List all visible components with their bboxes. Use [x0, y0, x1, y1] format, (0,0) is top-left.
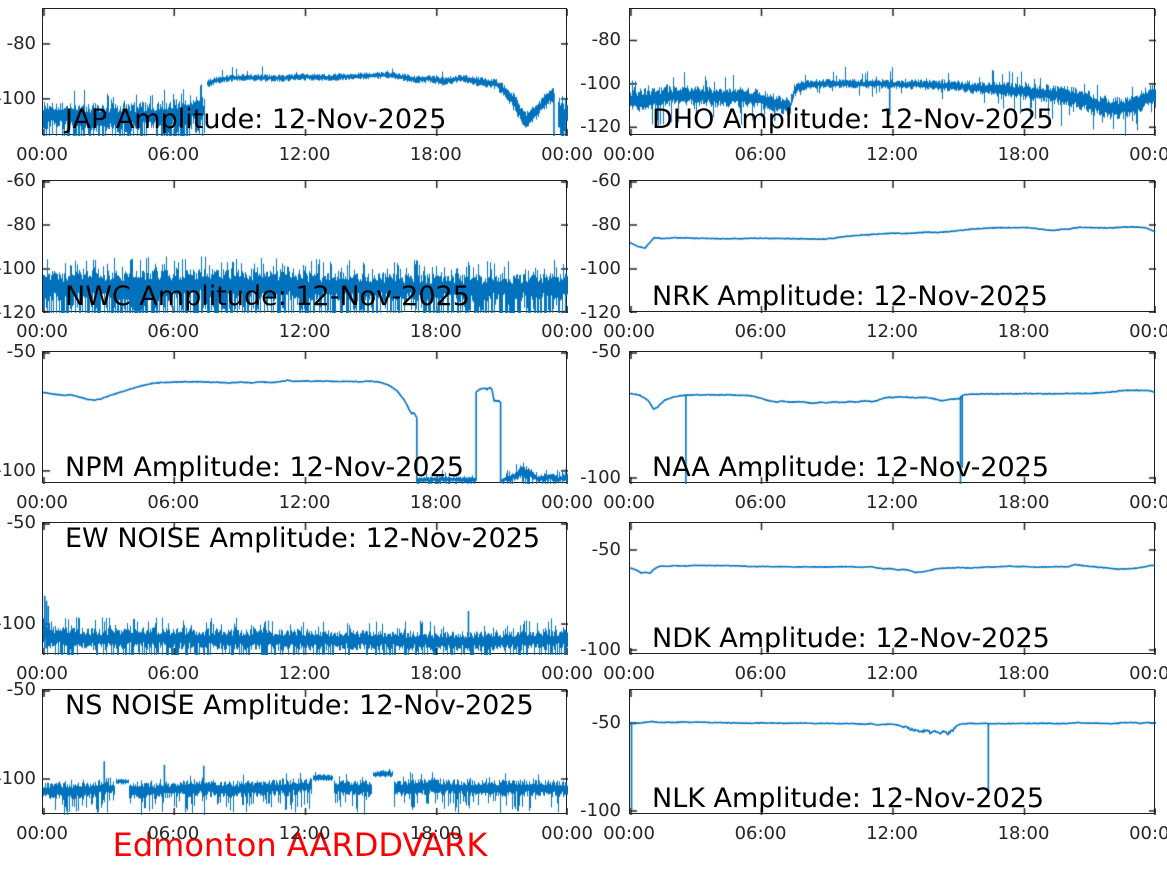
x-tick-label: 00:00	[1129, 321, 1167, 342]
nlk-trace-canvas	[630, 690, 1156, 815]
x-tick-label: 12:00	[278, 321, 331, 342]
x-tick-label: 06:00	[734, 492, 787, 513]
y-tick-label: -50	[6, 341, 36, 362]
y-tick-label: -120	[0, 302, 36, 323]
x-tick-label: 00:00	[541, 321, 593, 342]
subplot-nlk: NLK Amplitude: 12-Nov-2025	[629, 689, 1156, 815]
x-tick-label: 00:00	[541, 492, 593, 513]
npm-trace-canvas	[43, 352, 568, 484]
y-tick-label: -100	[580, 799, 621, 821]
x-tick-label: 00:00	[1129, 144, 1167, 165]
x-tick-label: 06:00	[734, 823, 787, 844]
x-tick-label: 18:00	[409, 492, 462, 513]
x-tick-label: 06:00	[147, 823, 200, 844]
x-tick-label: 12:00	[278, 823, 331, 844]
x-tick-label: 00:00	[16, 144, 68, 165]
y-tick-label: -50	[6, 679, 36, 700]
x-tick-label: 06:00	[147, 144, 200, 165]
y-tick-label: -100	[0, 768, 36, 790]
x-tick-label: 18:00	[409, 321, 462, 342]
y-tick-label: -100	[580, 72, 621, 94]
x-tick-label: 12:00	[278, 492, 331, 513]
naa-trace-canvas	[630, 352, 1156, 484]
x-tick-label: 12:00	[278, 663, 331, 684]
x-tick-label: 06:00	[734, 144, 787, 165]
x-tick-label: 00:00	[603, 663, 655, 684]
x-tick-label: 18:00	[997, 321, 1050, 342]
x-tick-label: 18:00	[409, 823, 462, 844]
y-tick-label: -60	[591, 170, 621, 191]
ndk-trace-canvas	[630, 523, 1156, 655]
x-tick-label: 00:00	[541, 823, 593, 844]
dho-trace-canvas	[630, 9, 1156, 136]
station-watermark: Edmonton AARDDVARK	[112, 826, 488, 864]
x-tick-label: 00:00	[1129, 492, 1167, 513]
x-tick-label: 00:00	[1129, 663, 1167, 684]
nrk-trace-canvas	[630, 181, 1156, 313]
x-tick-label: 00:00	[541, 144, 593, 165]
y-tick-label: -100	[580, 258, 621, 279]
x-tick-label: 18:00	[409, 663, 462, 684]
x-tick-label: 00:00	[603, 492, 655, 513]
subplot-ns-noise: NS NOISE Amplitude: 12-Nov-2025	[42, 689, 568, 815]
y-tick-label: -80	[6, 32, 36, 54]
x-tick-label: 12:00	[866, 823, 918, 844]
x-tick-label: 12:00	[866, 144, 918, 165]
x-tick-label: 06:00	[734, 663, 787, 684]
subplot-ndk: NDK Amplitude: 12-Nov-2025	[629, 522, 1156, 655]
x-tick-label: 00:00	[16, 663, 68, 684]
y-tick-label: -80	[591, 214, 621, 235]
nwc-trace-canvas	[43, 181, 568, 313]
subplot-dho: DHO Amplitude: 12-Nov-2025	[629, 8, 1156, 136]
y-tick-label: -100	[0, 87, 36, 109]
ew-noise-trace-canvas	[43, 523, 568, 655]
y-tick-label: -100	[0, 459, 36, 481]
x-tick-label: 00:00	[1129, 823, 1167, 844]
y-tick-label: -80	[591, 29, 621, 51]
subplot-ew-noise: EW NOISE Amplitude: 12-Nov-2025	[42, 522, 568, 655]
x-tick-label: 18:00	[409, 144, 462, 165]
x-tick-label: 06:00	[734, 321, 787, 342]
y-tick-label: -50	[591, 341, 621, 362]
y-tick-label: -120	[580, 116, 621, 138]
x-tick-label: 06:00	[147, 663, 200, 684]
x-tick-label: 18:00	[997, 144, 1050, 165]
y-tick-label: -50	[6, 512, 36, 533]
x-tick-label: 06:00	[147, 492, 200, 513]
jap-trace-canvas	[43, 9, 568, 136]
x-tick-label: 18:00	[997, 823, 1050, 844]
x-tick-label: 00:00	[603, 144, 655, 165]
x-tick-label: 00:00	[603, 321, 655, 342]
subplot-nrk: NRK Amplitude: 12-Nov-2025	[629, 180, 1156, 313]
subplot-naa: NAA Amplitude: 12-Nov-2025	[629, 351, 1156, 484]
x-tick-label: 00:00	[16, 492, 68, 513]
y-tick-label: -60	[6, 170, 36, 191]
x-tick-label: 18:00	[997, 663, 1050, 684]
x-tick-label: 12:00	[866, 492, 918, 513]
x-tick-label: 06:00	[147, 321, 200, 342]
x-tick-label: 12:00	[278, 144, 331, 165]
x-tick-label: 00:00	[541, 663, 593, 684]
subplot-nwc: NWC Amplitude: 12-Nov-2025	[42, 180, 568, 313]
y-tick-label: -50	[591, 711, 621, 733]
subplot-npm: NPM Amplitude: 12-Nov-2025	[42, 351, 568, 484]
y-tick-label: -80	[6, 214, 36, 235]
y-tick-label: -100	[0, 258, 36, 279]
x-tick-label: 12:00	[866, 663, 918, 684]
x-tick-label: 12:00	[866, 321, 918, 342]
x-tick-label: 00:00	[16, 321, 68, 342]
x-tick-label: 00:00	[603, 823, 655, 844]
y-tick-label: -120	[580, 302, 621, 323]
y-tick-label: -100	[0, 613, 36, 635]
y-tick-label: -100	[580, 466, 621, 488]
y-tick-label: -100	[580, 639, 621, 660]
x-tick-label: 00:00	[16, 823, 68, 844]
y-tick-label: -50	[591, 539, 621, 560]
subplot-jap: JAP Amplitude: 12-Nov-2025	[42, 8, 568, 136]
ns-noise-trace-canvas	[43, 690, 568, 815]
x-tick-label: 18:00	[997, 492, 1050, 513]
